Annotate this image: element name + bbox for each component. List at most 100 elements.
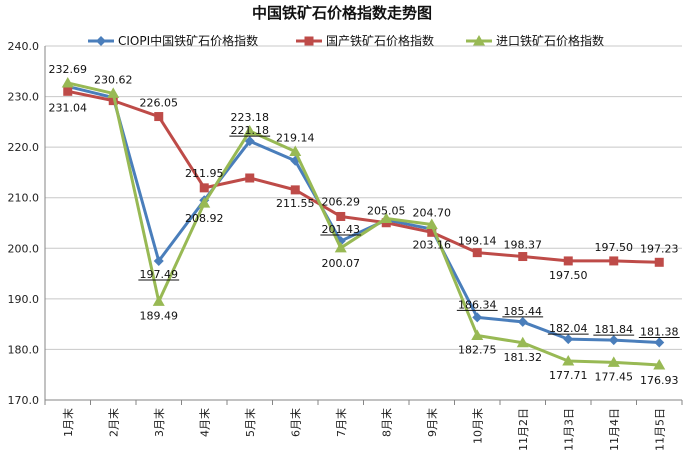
data-label: 232.69 [49,63,88,76]
x-tick-label: 1月末 [61,408,75,437]
y-tick-label: 220.0 [8,141,40,154]
data-label: 182.75 [458,344,497,357]
data-label: 198.37 [504,239,543,252]
x-tick-label: 3月末 [152,408,166,437]
chart-title: 中国铁矿石价格指数走势图 [252,4,432,22]
grid-lines [45,45,682,401]
data-label: 211.95 [185,167,224,180]
y-tick-label: 230.0 [8,91,40,104]
data-label: 176.93 [640,374,679,387]
y-tick-label: 180.0 [8,343,40,356]
marker-triangle [473,35,485,46]
marker-square [154,112,164,122]
x-tick-label: 11月5日 [653,408,666,451]
marker-triangle [198,197,211,208]
data-label: 197.49 [140,268,179,281]
marker-triangle [516,336,529,348]
series-line [67,81,660,367]
x-tick-label: 6月末 [288,408,302,437]
data-labels: 197.49 221.18 201.43 186.34 185.44 182.04 181.… [49,63,680,387]
legend-item: CIOPI中国铁矿石价格指数 [88,33,258,48]
series-0 [62,81,665,348]
y-tick-label: 210.0 [8,192,40,205]
data-label: 204.70 [413,207,452,220]
data-label: 226.05 [140,97,179,110]
x-tick-label: 9月末 [425,408,439,437]
y-tick-label: 170.0 [8,394,40,407]
data-label: 177.45 [595,370,634,383]
data-label: 230.62 [94,73,133,86]
marker-square [245,173,255,183]
marker-triangle [380,212,393,223]
marker-square [290,185,300,195]
legend-item: 国产铁矿石价格指数 [296,33,434,48]
marker-square [63,86,73,96]
legend-label: 进口铁矿石价格指数 [496,33,604,48]
marker-diamond [654,337,665,348]
data-label: 185.44 [504,305,543,318]
marker-square [199,183,209,193]
legend: CIOPI中国铁矿石价格指数 国产铁矿石价格指数 进口铁矿石价格指数 [88,33,604,48]
legend-label: CIOPI中国铁矿石价格指数 [118,33,258,48]
marker-triangle [61,76,74,88]
data-label: 231.04 [49,101,88,114]
series-2 [61,76,666,370]
marker-diamond [517,316,528,327]
x-tick-label: 2月末 [106,408,120,437]
data-label: 206.29 [322,195,361,208]
data-label: 197.50 [549,269,588,282]
legend-item: 进口铁矿石价格指数 [466,33,604,48]
data-label: 221.18 [231,124,270,137]
x-tick-label: 4月末 [197,408,211,437]
data-label: 182.04 [549,322,588,335]
marker-triangle [243,125,256,136]
marker-triangle [152,295,165,306]
axes: 170.0 180.0 190.0 200.0 210.0 220.0 230.0 240.0… [8,40,683,451]
x-tick-label: 11月4日 [608,408,621,451]
marker-square [654,257,664,267]
marker-triangle [653,358,666,370]
data-label: 177.71 [549,369,588,382]
data-label: 186.34 [458,298,497,311]
data-label: 197.23 [640,242,679,255]
marker-diamond [563,334,574,345]
data-label: 208.92 [185,212,224,225]
marker-diamond [244,136,255,147]
marker-square [108,96,118,106]
marker-square [563,256,573,266]
marker-triangle [289,145,302,156]
marker-square [518,252,528,262]
data-label: 181.32 [504,351,543,364]
series-line [67,89,660,264]
data-label: 211.55 [276,197,315,210]
marker-triangle [107,87,120,98]
data-label: 197.50 [595,241,634,254]
y-tick-label: 200.0 [8,242,40,255]
y-tick-label: 240.0 [8,40,40,53]
series-lines [61,76,666,370]
data-label: 199.14 [458,235,497,248]
marker-triangle [471,329,484,341]
marker-square [304,36,314,46]
x-tick-label: 11月2日 [517,408,530,451]
y-tick-label: 190.0 [8,293,40,306]
marker-square [336,211,346,221]
marker-diamond [96,36,106,46]
data-label: 181.84 [595,323,634,336]
marker-square [472,248,482,258]
data-label: 181.38 [640,325,679,338]
series-line [67,85,660,344]
data-label: 201.43 [322,223,361,236]
x-tick-label: 10月末 [470,408,484,444]
data-label: 219.14 [276,131,315,144]
marker-triangle [334,241,347,253]
x-tick-label: 8月末 [379,408,393,437]
data-label: 189.49 [140,309,179,322]
marker-square [427,227,437,237]
data-label: 205.05 [367,205,406,218]
series-1 [63,86,664,267]
marker-diamond [472,312,483,323]
data-label: 223.18 [231,111,270,124]
